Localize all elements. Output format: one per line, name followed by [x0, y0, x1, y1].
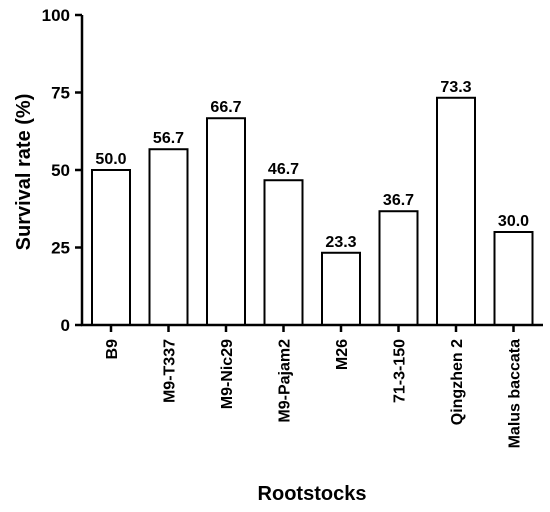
bar [378, 210, 419, 326]
y-axis-ticks: 0 25 50 75 100 [42, 6, 82, 335]
data-label: 73.3 [440, 79, 471, 96]
bar [263, 179, 304, 326]
data-label: 66.7 [210, 99, 241, 116]
y-axis-title: Survival rate (%) [13, 94, 35, 251]
bar [148, 148, 189, 326]
data-label: 36.7 [383, 192, 414, 209]
x-tick-label: Malus baccata [507, 339, 524, 448]
bar [436, 96, 476, 326]
data-labels: 50.0 56.7 66.7 46.7 23.3 36.7 73.3 30.0 [95, 79, 529, 251]
data-label: 50.0 [95, 151, 126, 168]
bars [91, 96, 534, 327]
y-tick-label: 50 [51, 161, 70, 180]
y-tick-label: 100 [42, 6, 70, 25]
x-tick-label: M9-Nic29 [219, 339, 236, 409]
data-label: 46.7 [268, 161, 299, 178]
x-axis-title: Rootstocks [258, 483, 367, 505]
x-tick-label: 71-3-150 [392, 339, 409, 403]
x-tick-label: M26 [334, 339, 351, 370]
x-tick-label: M9-T337 [162, 339, 179, 403]
y-tick-label: 25 [51, 239, 70, 258]
x-tick-label: B9 [104, 339, 121, 360]
bar [91, 169, 131, 326]
x-tick-label: Qingzhen 2 [449, 339, 466, 425]
x-tick-label: M9-Pajam2 [277, 339, 294, 423]
bar [321, 251, 361, 327]
bar [493, 231, 534, 326]
data-label: 56.7 [153, 130, 184, 147]
data-label: 23.3 [325, 234, 356, 251]
y-tick-label: 0 [61, 316, 70, 335]
data-label: 30.0 [498, 213, 529, 230]
bar [206, 117, 246, 327]
y-tick-label: 75 [51, 84, 70, 103]
x-axis-ticks: B9 M9-T337 M9-Nic29 M9-Pajam2 M26 71-3-150 Qin… [104, 325, 524, 448]
